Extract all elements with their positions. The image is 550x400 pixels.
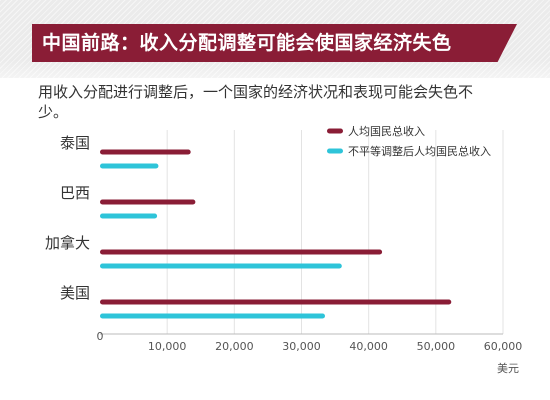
bar-gni <box>100 299 452 305</box>
x-tick-label-zero: 0 <box>97 330 104 343</box>
x-tick-label: 10,000 <box>148 340 187 353</box>
header-fade <box>0 60 550 100</box>
bar-gni <box>100 199 196 205</box>
legend-label: 人均国民总收入 <box>348 124 425 138</box>
legend-swatch <box>327 128 343 134</box>
bars <box>100 149 452 319</box>
legend-swatch <box>327 148 343 154</box>
page-title: 中国前路：收入分配调整可能会使国家经济失色 <box>32 24 517 62</box>
bar-gni <box>100 249 383 255</box>
bar-ihdi-gni <box>100 313 326 319</box>
x-tick-label: 20,000 <box>215 340 254 353</box>
legend-label: 不平等调整后人均国民总收入 <box>348 144 491 158</box>
category-label: 巴西 <box>60 184 90 202</box>
x-tick-label: 60,000 <box>484 340 523 353</box>
x-tick-label: 30,000 <box>282 340 321 353</box>
category-label: 泰国 <box>60 134 90 152</box>
category-label: 美国 <box>60 284 90 302</box>
x-tick-label: 50,000 <box>417 340 456 353</box>
chart-subtitle: 用收入分配进行调整后，一个国家的经济状况和表现可能会失色不少。 <box>38 83 474 121</box>
bar-ihdi-gni <box>100 163 159 169</box>
x-tick-label: 40,000 <box>349 340 388 353</box>
x-axis: 10,000 20,000 30,000 40,000 50,000 60,000 0 美元 <box>97 330 523 375</box>
x-axis-unit: 美元 <box>497 362 519 375</box>
bar-ihdi-gni <box>100 213 158 219</box>
bar-gni <box>100 149 191 155</box>
category-label: 加拿大 <box>45 234 90 252</box>
bar-ihdi-gni <box>100 263 342 269</box>
